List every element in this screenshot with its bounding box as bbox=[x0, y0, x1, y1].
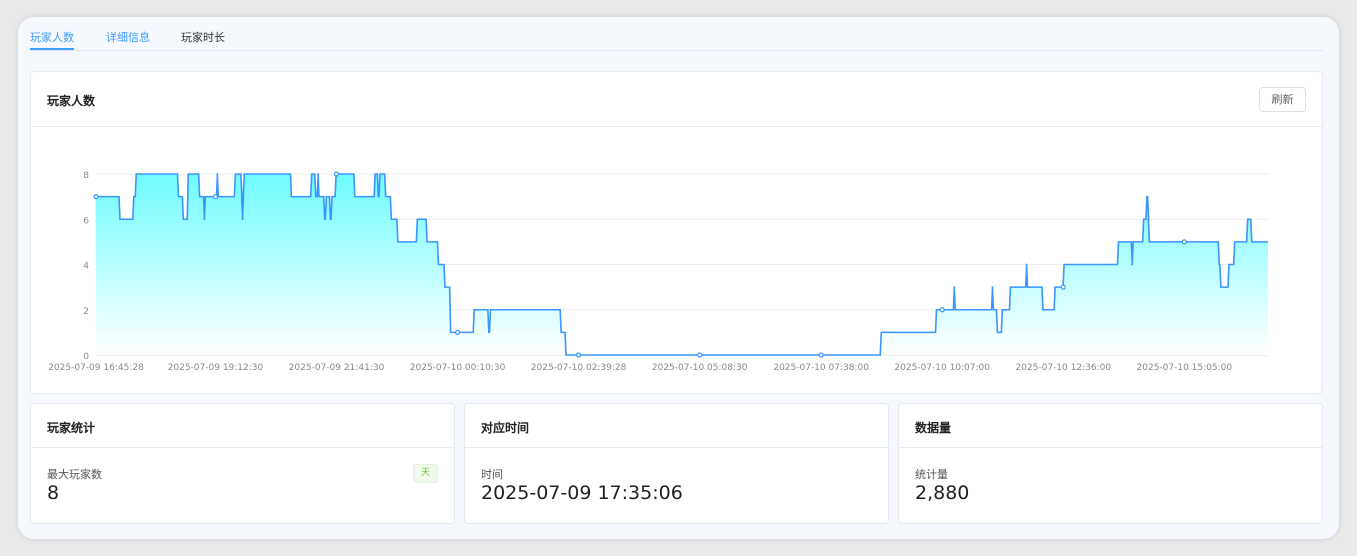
stat-card-header: 数据量 bbox=[899, 404, 1322, 448]
tab-details[interactable]: 详细信息 bbox=[106, 31, 150, 44]
chart-title: 玩家人数 bbox=[47, 94, 96, 108]
data-point bbox=[454, 329, 461, 335]
x-tick-label: 2025-07-10 15:05:00 bbox=[1137, 363, 1233, 373]
data-point bbox=[697, 352, 703, 358]
x-tick-label: 2025-07-10 07:38:00 bbox=[773, 363, 869, 373]
y-tick-label: 0 bbox=[83, 352, 89, 362]
time-value: 2025-07-09 17:35:06 bbox=[481, 482, 683, 504]
x-tick-label: 2025-07-10 02:39:28 bbox=[531, 363, 627, 373]
tab-bar: 玩家人数 详细信息 玩家时长 bbox=[30, 17, 1323, 51]
max-players-label: 最大玩家数 bbox=[47, 468, 102, 481]
stat-card-title: 对应时间 bbox=[481, 421, 530, 435]
period-tag: 天 bbox=[413, 464, 438, 483]
stat-card-header: 玩家统计 bbox=[31, 404, 454, 448]
stat-card-title: 数据量 bbox=[915, 421, 952, 435]
x-tick-label: 2025-07-10 05:08:30 bbox=[652, 363, 748, 373]
data-count-label: 统计量 bbox=[915, 468, 948, 481]
stat-card-title: 玩家统计 bbox=[47, 421, 96, 435]
chart-card: 玩家人数 刷新 0 2 4 6 8 2025-07-09 16:45:28 2025-07-… bbox=[30, 71, 1323, 394]
x-tick-label: 2025-07-09 19:12:30 bbox=[168, 363, 264, 373]
tab-play-time[interactable]: 玩家时长 bbox=[181, 31, 225, 44]
data-point bbox=[818, 352, 824, 358]
data-point bbox=[1181, 239, 1187, 245]
tab-player-count[interactable]: 玩家人数 bbox=[30, 31, 74, 44]
data-point bbox=[576, 352, 582, 358]
series-line bbox=[95, 173, 1268, 356]
y-tick-label: 8 bbox=[83, 171, 89, 181]
refresh-button[interactable]: 刷新 bbox=[1259, 87, 1306, 112]
data-point bbox=[1060, 284, 1066, 290]
chart-card-header: 玩家人数 刷新 bbox=[31, 72, 1322, 127]
main-panel: 玩家人数 详细信息 玩家时长 玩家人数 刷新 0 2 4 6 8 2025-07-09 1… bbox=[18, 17, 1339, 539]
active-tab-indicator bbox=[30, 48, 74, 50]
player-count-chart[interactable]: 0 2 4 6 8 2025-07-09 16:45:28 2025-07-09 19:12… bbox=[31, 127, 1322, 393]
data-count-value: 2,880 bbox=[915, 482, 970, 504]
y-tick-label: 2 bbox=[83, 307, 89, 317]
x-tick-label: 2025-07-10 12:36:00 bbox=[1015, 363, 1111, 373]
y-tick-label: 4 bbox=[83, 262, 89, 272]
data-point bbox=[333, 171, 340, 177]
x-tick-label: 2025-07-09 16:45:28 bbox=[48, 363, 144, 373]
max-players-value: 8 bbox=[47, 482, 60, 504]
stat-card-header: 对应时间 bbox=[465, 404, 888, 448]
stat-card-time: 对应时间 时间 2025-07-09 17:35:06 bbox=[464, 403, 889, 524]
data-point bbox=[939, 307, 945, 313]
stat-card-players: 玩家统计 最大玩家数 8 天 bbox=[30, 403, 455, 524]
time-label: 时间 bbox=[481, 468, 503, 481]
x-tick-label: 2025-07-10 00:10:30 bbox=[410, 363, 506, 373]
data-point bbox=[93, 194, 99, 200]
stat-card-data: 数据量 统计量 2,880 bbox=[898, 403, 1323, 524]
data-point bbox=[212, 194, 219, 200]
x-tick-label: 2025-07-10 10:07:00 bbox=[894, 363, 990, 373]
y-tick-label: 6 bbox=[83, 216, 89, 226]
x-tick-label: 2025-07-09 21:41:30 bbox=[289, 363, 385, 373]
